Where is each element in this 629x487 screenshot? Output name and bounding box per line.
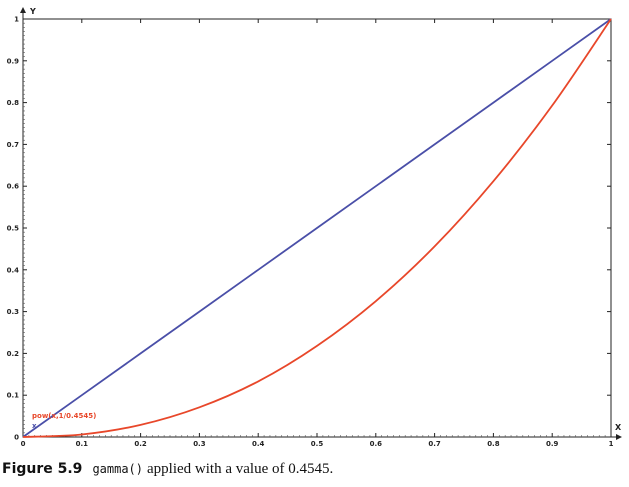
x-tick-label: 1 [609,440,614,448]
legend-entry-x: x [32,422,37,430]
x-tick-label: 0 [21,440,26,448]
x-tick-label: 0.7 [428,440,441,448]
x-tick-label: 0.8 [487,440,500,448]
x-tick-label: 0.2 [134,440,147,448]
y-tick-label: 0.7 [7,141,20,149]
gamma-chart: 0 0.1 0.2 0.3 0.4 0.5 0.6 0.7 0.8 0.9 1 0 0.1 0.2 0.3 0… [7,7,622,449]
function-name: gamma() [92,462,144,476]
x-tick-label: 0.3 [193,440,206,448]
x-tick-label: 0.6 [370,440,383,448]
x-axis-arrow [616,434,622,440]
y-tick-label: 1 [14,16,19,24]
axis-ticks: 0 0.1 0.2 0.3 0.4 0.5 0.6 0.7 0.8 0.9 1 0 0.1 0.2 0.3 0… [7,16,614,449]
figure-number: Figure 5.9 [2,461,83,477]
y-tick-label: 0.8 [7,99,20,107]
y-tick-label: 0.5 [7,225,20,233]
y-axis-label: Y [29,7,36,16]
legend: pow(x,1/0.4545) x [32,412,96,430]
figure-caption: Figure 5.9 gamma() applied with a value … [2,460,622,484]
x-tick-label: 0.4 [252,440,265,448]
x-axis-label: X [615,423,622,432]
y-tick-label: 0 [14,434,19,442]
caption-text: applied with a value of 0.4545. [147,461,334,477]
series-line-pow [22,18,612,438]
y-tick-label: 0.2 [7,350,20,358]
y-tick-label: 0.3 [7,308,20,316]
series-lines [22,18,612,438]
x-tick-label: 0.5 [311,440,324,448]
y-tick-label: 0.9 [7,57,20,65]
x-tick-label: 0.1 [76,440,89,448]
y-tick-label: 0.6 [7,183,20,191]
y-axis-arrow [20,7,26,13]
y-tick-label: 0.1 [7,392,20,400]
y-tick-label: 0.4 [7,266,20,274]
legend-entry-pow: pow(x,1/0.4545) [32,412,96,420]
series-line-x [22,18,612,438]
x-tick-label: 0.9 [546,440,559,448]
